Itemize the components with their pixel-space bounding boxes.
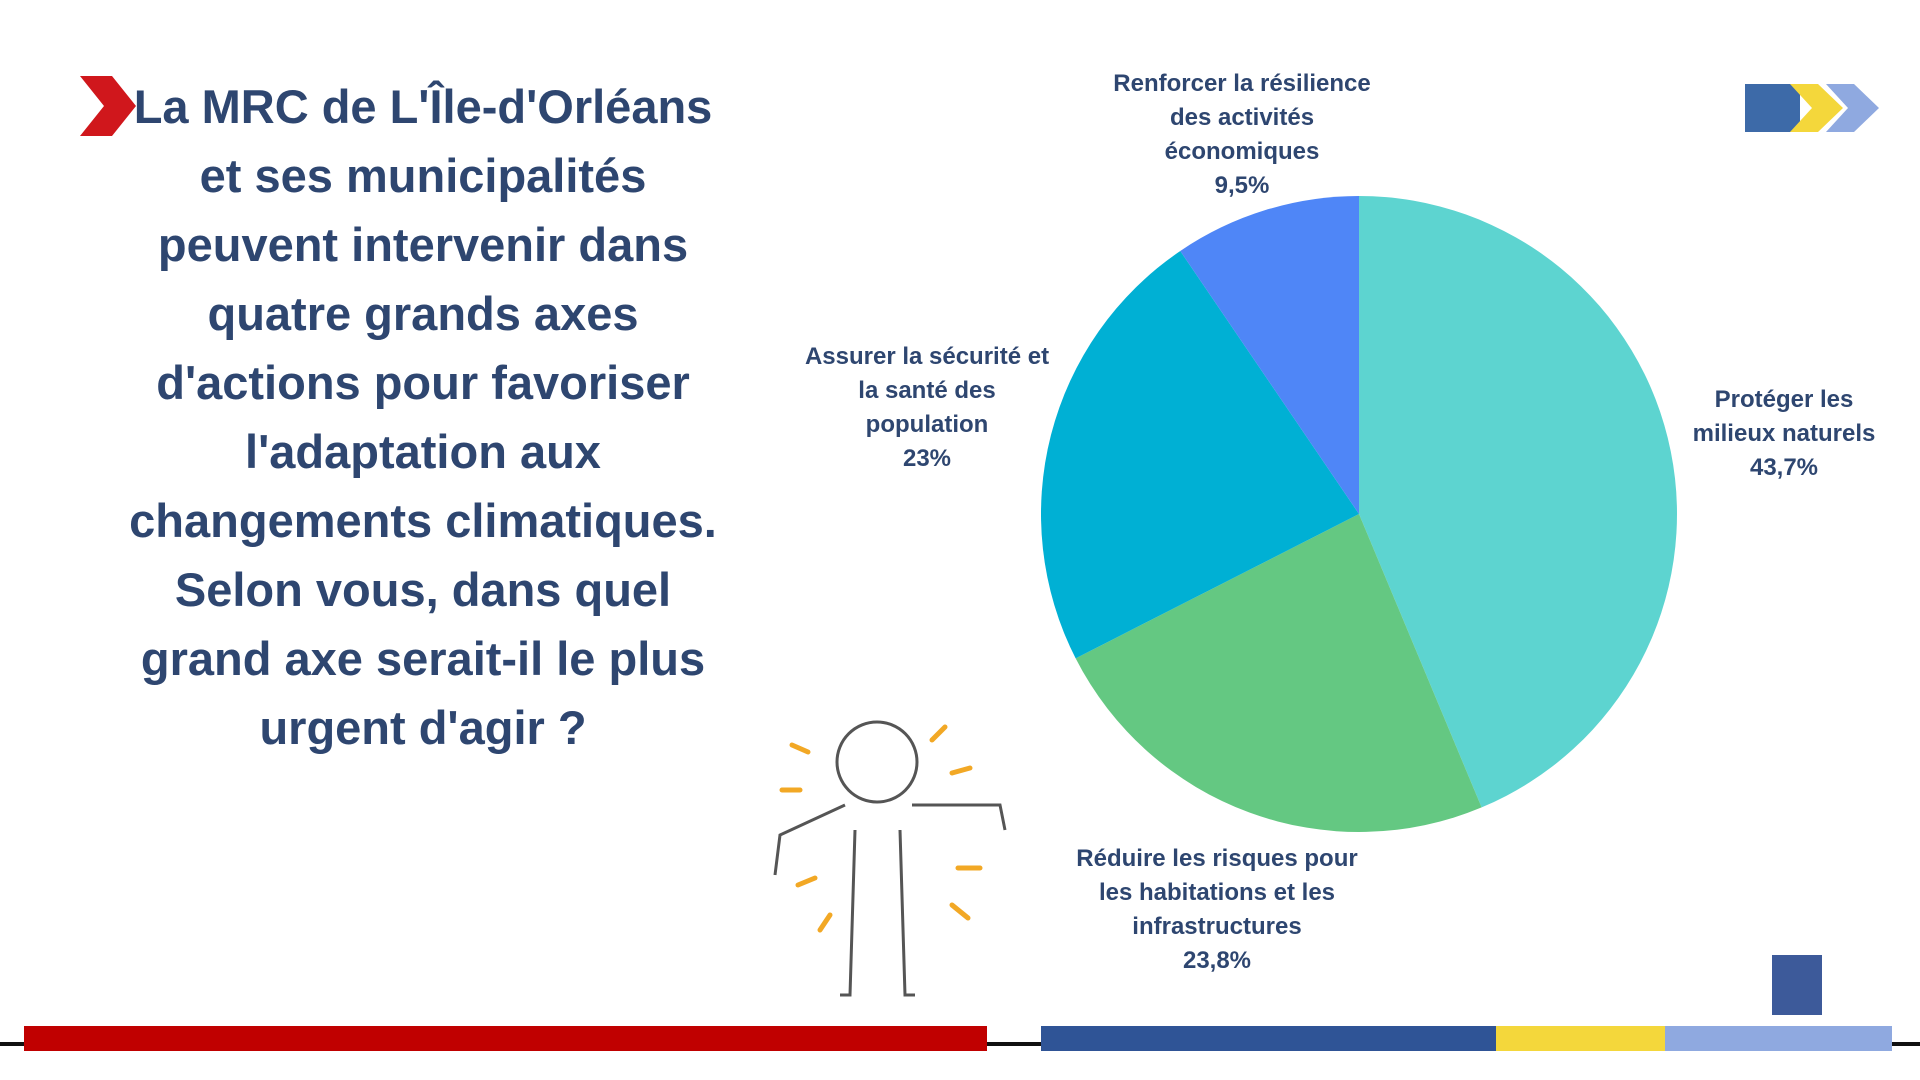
- pie: [1041, 196, 1677, 832]
- figure: [773, 720, 1007, 997]
- logo-crest: [1772, 955, 1822, 1015]
- category-label: Protéger les milieux naturels: [1692, 386, 1876, 447]
- value-label: 23%: [902, 445, 952, 472]
- pie-slice: [1180, 196, 1359, 514]
- logo-arrow: [1826, 84, 1879, 132]
- slice-label: Assurer la sécurité et la santé des popu…: [767, 340, 1087, 476]
- category-label: Renforcer la résilience des activités éc…: [1113, 70, 1371, 165]
- bar-red: [24, 1026, 987, 1051]
- value-label: 43,7%: [1749, 454, 1819, 481]
- sparks: [779, 724, 983, 933]
- question: La MRC de L'Île-d'Orléans et ses municip…: [129, 80, 717, 754]
- logo-arrow: [1790, 84, 1843, 132]
- category-label: Assurer la sécurité et la santé des popu…: [804, 343, 1050, 438]
- logo-arrow: [1745, 84, 1800, 132]
- slice-label: Renforcer la résilience des activités éc…: [1082, 67, 1402, 203]
- pie-slice: [1041, 250, 1359, 659]
- bar-yellow: [1496, 1026, 1665, 1051]
- pie-slice: [1075, 514, 1482, 832]
- category-label: Réduire les risques pour les habitations…: [1076, 845, 1358, 940]
- slice-label: Protéger les milieux naturels 43,7%: [1624, 383, 1920, 485]
- chevron: [80, 76, 136, 136]
- slice-label: Réduire les risques pour les habitations…: [1057, 842, 1377, 978]
- bar-blue: [1041, 1026, 1496, 1051]
- value-label: 23,8%: [1182, 947, 1252, 974]
- value-label: 9,5%: [1214, 172, 1270, 199]
- pie-slice: [1359, 196, 1677, 808]
- bar-light: [1665, 1026, 1892, 1051]
